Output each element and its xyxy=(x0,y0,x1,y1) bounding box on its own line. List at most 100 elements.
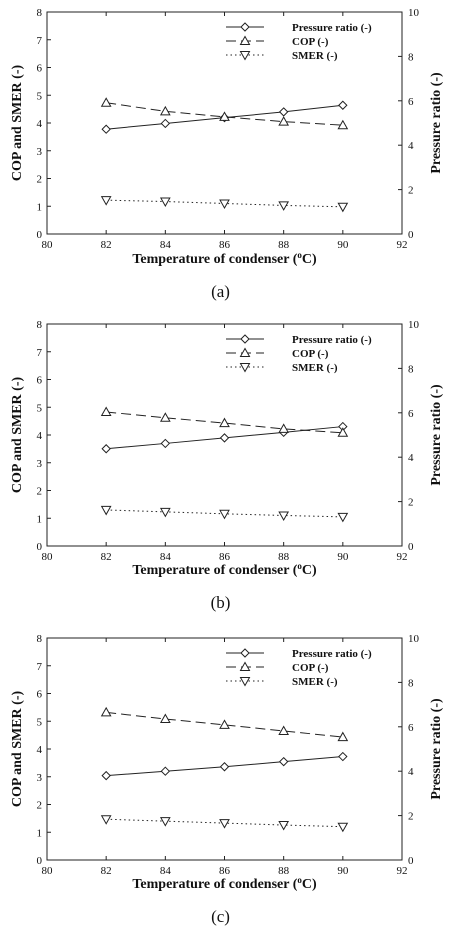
data-point xyxy=(100,706,112,717)
y-tick-label: 4 xyxy=(37,118,43,130)
data-point xyxy=(101,770,111,781)
y-tick-label: 1 xyxy=(37,201,43,213)
y-tick-label: 2 xyxy=(37,800,43,812)
legend-marker xyxy=(239,35,251,45)
legend-marker xyxy=(240,334,250,344)
legend-entry: COP (-) xyxy=(292,348,329,360)
y-tick-label: 8 xyxy=(37,633,43,645)
data-point xyxy=(337,202,349,213)
x-tick-label: 86 xyxy=(219,551,231,563)
y-right-tick-label: 6 xyxy=(408,722,414,734)
x-tick-label: 80 xyxy=(42,865,54,877)
data-point xyxy=(160,118,171,129)
y-right-tick-label: 0 xyxy=(408,229,414,241)
data-point xyxy=(100,406,112,416)
y-right-tick-label: 10 xyxy=(408,7,420,19)
y-tick-label: 3 xyxy=(37,772,43,784)
y-right-tick-label: 8 xyxy=(408,677,414,689)
data-point xyxy=(100,505,112,516)
y-tick-label: 1 xyxy=(37,827,43,839)
legend-entry: SMER (-) xyxy=(292,362,338,374)
x-tick-label: 80 xyxy=(42,239,54,251)
x-tick-label: 84 xyxy=(160,239,172,251)
y-tick-label: 3 xyxy=(37,458,43,470)
data-point xyxy=(100,97,112,107)
y-tick-label: 3 xyxy=(37,146,43,158)
series-line-2 xyxy=(106,411,343,434)
x-tick-label: 84 xyxy=(160,865,172,877)
x-axis-label: Temperature of condenser (oC) xyxy=(132,250,317,267)
x-tick-label: 84 xyxy=(160,551,172,563)
y-right-tick-label: 0 xyxy=(408,541,414,553)
x-tick-label: 80 xyxy=(42,551,54,563)
x-tick-label: 82 xyxy=(101,865,112,877)
x-tick-label: 88 xyxy=(278,239,290,251)
y-tick-label: 8 xyxy=(37,7,43,19)
data-point xyxy=(160,438,171,449)
y-tick-label: 0 xyxy=(37,541,43,553)
x-tick-label: 92 xyxy=(397,239,408,251)
y-tick-label: 2 xyxy=(37,486,43,498)
x-tick-label: 86 xyxy=(219,865,231,877)
data-point xyxy=(100,196,112,206)
x-tick-label: 88 xyxy=(278,865,290,877)
legend-marker xyxy=(240,22,250,32)
chart-panel-1: 80 82 84 86 88 90 920123456780246810Temperatur… xyxy=(10,7,444,301)
data-point xyxy=(219,433,230,443)
y-axis-label: COP and SMER (-) xyxy=(10,377,25,494)
figure-caption: (b) xyxy=(211,593,231,612)
data-point xyxy=(159,197,171,208)
x-tick-label: 82 xyxy=(101,551,112,563)
y-right-axis-label: Pressure ratio (-) xyxy=(429,698,444,800)
data-point xyxy=(160,766,171,776)
y-tick-label: 4 xyxy=(37,744,43,756)
data-point xyxy=(219,509,230,520)
y-tick-label: 7 xyxy=(37,35,43,47)
data-point xyxy=(159,817,171,827)
data-point xyxy=(159,713,171,724)
data-point xyxy=(278,423,290,433)
y-tick-label: 5 xyxy=(37,90,43,102)
y-right-tick-label: 8 xyxy=(408,363,414,375)
y-axis-label: COP and SMER (-) xyxy=(10,691,25,808)
data-point xyxy=(278,107,289,117)
legend-marker xyxy=(239,363,251,373)
chart-panel-2: 80 82 84 86 88 90 920123456780246810Temperatur… xyxy=(10,319,444,612)
data-point xyxy=(337,822,349,833)
y-tick-label: 5 xyxy=(37,402,43,414)
y-tick-label: 7 xyxy=(37,347,43,359)
data-point xyxy=(101,444,111,454)
y-tick-label: 7 xyxy=(37,661,43,673)
data-point xyxy=(337,119,349,130)
y-tick-label: 6 xyxy=(37,63,43,75)
legend-entry: Pressure ratio (-) xyxy=(292,648,372,660)
legend-entry: Pressure ratio (-) xyxy=(292,334,372,346)
chart-panel-3: 80 82 84 86 88 90 920123456780246810Temperatur… xyxy=(10,633,444,926)
y-right-tick-label: 10 xyxy=(408,633,420,645)
data-point xyxy=(219,819,230,829)
x-tick-label: 90 xyxy=(337,551,349,563)
legend-marker xyxy=(239,677,251,687)
data-point xyxy=(337,427,349,437)
y-right-tick-label: 4 xyxy=(408,452,414,464)
data-point xyxy=(159,412,171,422)
data-point xyxy=(278,116,290,126)
data-point xyxy=(219,417,230,428)
y-tick-label: 8 xyxy=(37,319,43,331)
data-point xyxy=(278,201,290,211)
y-right-axis-label: Pressure ratio (-) xyxy=(429,72,444,174)
data-point xyxy=(338,100,348,110)
data-point xyxy=(100,815,112,825)
y-right-tick-label: 4 xyxy=(408,766,414,778)
legend-entry: SMER (-) xyxy=(292,676,338,688)
data-point xyxy=(219,199,230,209)
y-tick-label: 0 xyxy=(37,855,43,867)
data-point xyxy=(219,111,230,121)
legend-entry: SMER (-) xyxy=(292,50,338,62)
legend-entry: COP (-) xyxy=(292,36,329,48)
x-tick-label: 88 xyxy=(278,551,290,563)
data-point xyxy=(337,731,349,742)
legend-marker xyxy=(239,661,251,671)
legend-entry: Pressure ratio (-) xyxy=(292,22,372,34)
